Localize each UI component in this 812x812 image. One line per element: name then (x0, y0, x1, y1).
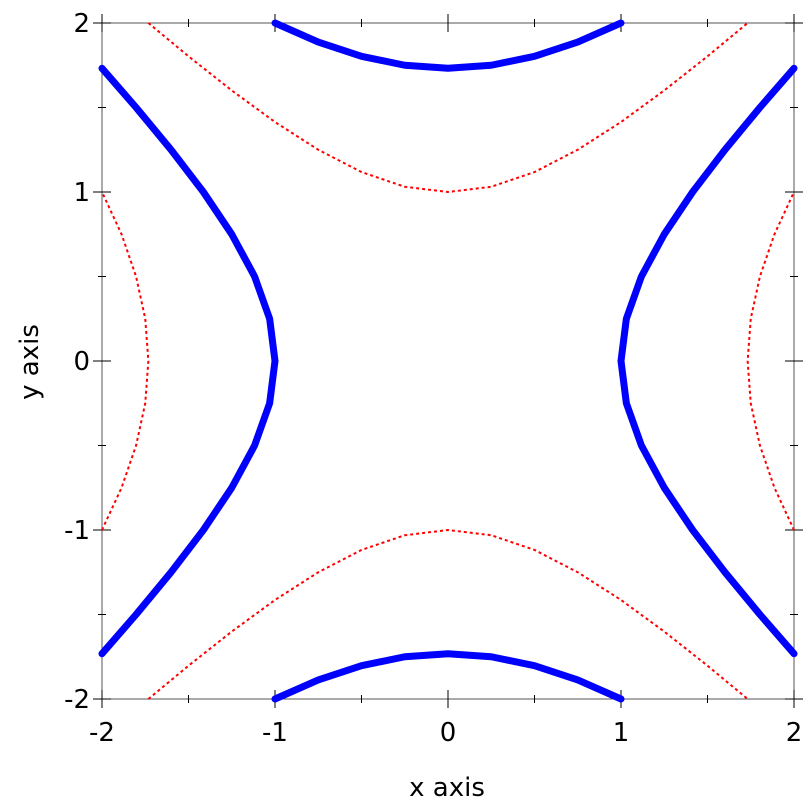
plot-frame (101, 22, 795, 700)
contour-line (101, 22, 795, 700)
x-tick-label: 2 (786, 718, 803, 748)
y-tick-label: 2 (73, 9, 90, 39)
y-tick-label: 1 (73, 178, 90, 208)
y-tick-label: -1 (64, 516, 90, 546)
contour-line (98, 19, 798, 703)
x-tick-label: -1 (262, 718, 288, 748)
y-axis-label: y axis (15, 324, 45, 400)
x-axis-label: x axis (409, 773, 485, 803)
x-tick-label: -2 (89, 718, 115, 748)
y-tick-label: -2 (64, 685, 90, 715)
x-tick-label: 1 (613, 718, 630, 748)
x-tick-label: 0 (440, 718, 457, 748)
y-tick-label: 0 (73, 347, 90, 377)
